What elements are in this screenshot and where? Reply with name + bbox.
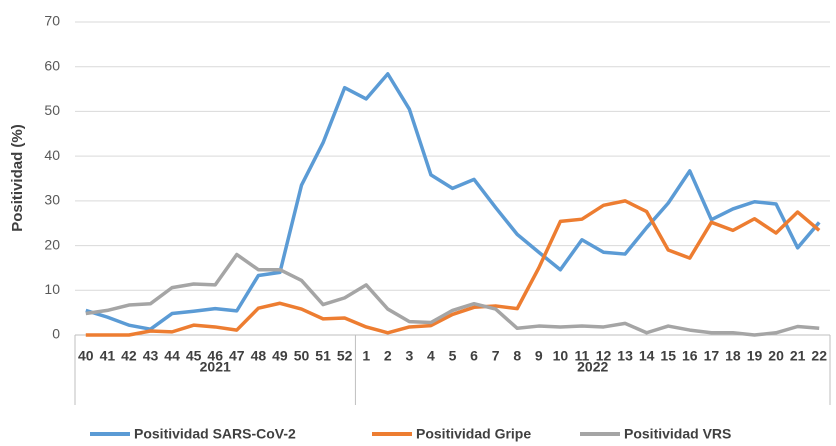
x-tick-label: 21	[790, 348, 806, 364]
y-tick-label: 40	[44, 147, 60, 163]
x-tick-label: 10	[553, 348, 569, 364]
legend-label: Positividad VRS	[624, 426, 731, 442]
x-tick-label: 5	[449, 348, 457, 364]
x-tick-label: 49	[272, 348, 288, 364]
x-tick-label: 45	[186, 348, 202, 364]
x-tick-label: 4	[427, 348, 435, 364]
x-tick-label: 42	[121, 348, 137, 364]
x-tick-label: 9	[535, 348, 543, 364]
x-group-label: 2022	[577, 359, 608, 375]
x-tick-label: 16	[682, 348, 698, 364]
x-tick-label: 13	[617, 348, 633, 364]
x-tick-label: 19	[747, 348, 763, 364]
y-tick-label: 30	[44, 192, 60, 208]
x-tick-label: 12	[596, 348, 612, 364]
y-tick-label: 70	[44, 13, 60, 29]
legend-label: Positividad Gripe	[416, 426, 531, 442]
x-tick-label: 2	[384, 348, 392, 364]
x-tick-label: 48	[251, 348, 267, 364]
x-tick-label: 51	[315, 348, 331, 364]
x-tick-label: 18	[725, 348, 741, 364]
x-tick-label: 3	[405, 348, 413, 364]
x-tick-label: 8	[513, 348, 521, 364]
y-tick-label: 0	[52, 326, 60, 342]
x-tick-label: 11	[575, 348, 590, 364]
y-tick-label: 20	[44, 236, 60, 252]
x-tick-label: 14	[639, 348, 655, 364]
x-tick-label: 7	[492, 348, 500, 364]
x-tick-label: 46	[207, 348, 223, 364]
x-tick-label: 43	[143, 348, 159, 364]
series-line	[85, 252, 820, 337]
series-line	[85, 72, 821, 331]
x-tick-label: 47	[229, 348, 245, 364]
y-tick-label: 50	[44, 102, 60, 118]
x-tick-label: 44	[164, 348, 180, 364]
series-line	[85, 199, 821, 337]
x-tick-label: 50	[294, 348, 310, 364]
legend-label: Positividad SARS-CoV-2	[134, 426, 296, 442]
x-group-label: 2021	[200, 359, 231, 375]
y-tick-label: 60	[44, 57, 60, 73]
x-tick-label: 41	[100, 348, 116, 364]
x-tick-label: 17	[704, 348, 720, 364]
y-tick-label: 10	[44, 281, 60, 297]
x-tick-label: 22	[811, 348, 827, 364]
y-axis-label: Positividad (%)	[9, 124, 26, 232]
x-tick-label: 15	[660, 348, 676, 364]
x-tick-label: 1	[362, 348, 370, 364]
x-tick-label: 52	[337, 348, 353, 364]
x-tick-label: 40	[78, 348, 94, 364]
x-tick-label: 20	[768, 348, 784, 364]
x-tick-label: 6	[470, 348, 478, 364]
